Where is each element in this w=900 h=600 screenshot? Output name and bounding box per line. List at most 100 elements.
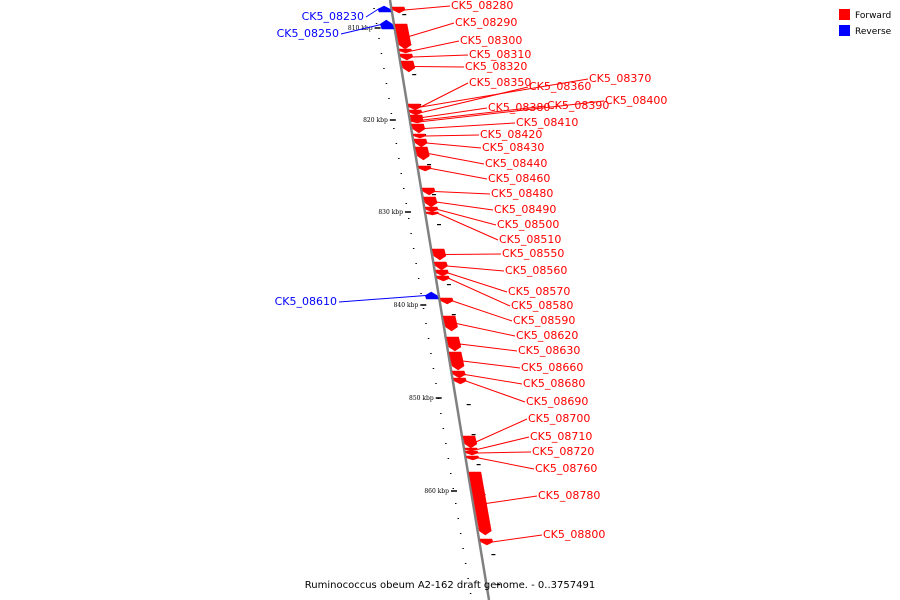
gene-label[interactable]: CK5_08380 (488, 101, 550, 114)
gene-label[interactable]: CK5_08550 (502, 247, 564, 260)
gene-label[interactable]: CK5_08700 (528, 412, 590, 425)
gene-feature[interactable] (448, 351, 465, 371)
gene-feature[interactable] (465, 450, 479, 456)
label-leader (338, 295, 426, 303)
gene-feature[interactable] (410, 119, 424, 124)
gene-feature[interactable] (465, 455, 480, 461)
gene-feature[interactable] (398, 48, 413, 54)
gene-feature[interactable] (433, 261, 448, 271)
minor-tick-mark (491, 554, 496, 556)
gene-label[interactable]: CK5_08350 (469, 76, 531, 89)
gene-feature[interactable] (423, 196, 438, 208)
gene-feature[interactable] (424, 206, 439, 213)
gene-label[interactable]: CK5_08800 (543, 528, 605, 541)
minor-tick-mark (400, 173, 402, 174)
minor-tick-mark (405, 203, 407, 204)
gene-feature[interactable] (479, 538, 494, 546)
gene-feature[interactable] (399, 53, 414, 61)
gene-label[interactable]: CK5_08570 (508, 285, 570, 298)
gene-label[interactable]: CK5_08510 (499, 233, 561, 246)
gene-feature[interactable] (391, 6, 406, 14)
gene-label[interactable]: CK5_08780 (538, 489, 600, 502)
gene-label[interactable]: CK5_08280 (451, 0, 513, 12)
gene-label[interactable]: CK5_08310 (469, 48, 531, 61)
gene-feature[interactable] (408, 105, 422, 109)
label-leader (465, 380, 526, 403)
label-leader (448, 278, 511, 307)
minor-tick-mark (427, 164, 432, 166)
minor-tick-mark (430, 353, 432, 354)
gene-label[interactable]: CK5_08410 (516, 116, 578, 129)
minor-tick-mark (403, 188, 405, 189)
gene-feature[interactable] (464, 447, 478, 452)
label-leader (446, 265, 505, 272)
gene-label[interactable]: CK5_08720 (532, 445, 594, 458)
gene-label[interactable]: CK5_08500 (497, 218, 559, 231)
gene-feature[interactable] (462, 435, 478, 449)
legend-reverse-swatch (839, 25, 850, 36)
gene-label[interactable]: CK5_08430 (482, 141, 544, 154)
gene-label[interactable]: CK5_08440 (485, 157, 547, 170)
gene-feature[interactable] (446, 336, 462, 352)
gene-feature[interactable] (436, 275, 450, 282)
label-leader (444, 253, 502, 255)
gene-feature[interactable] (414, 146, 430, 161)
gene-label[interactable]: CK5_08370 (589, 72, 651, 85)
minor-tick-mark (455, 503, 457, 504)
gene-label[interactable]: CK5_08390 (547, 99, 609, 112)
minor-tick-mark (383, 68, 385, 69)
gene-feature[interactable] (424, 291, 439, 300)
gene-feature[interactable] (421, 187, 436, 196)
gene-label[interactable]: CK5_08710 (530, 430, 592, 443)
gene-label[interactable]: CK5_08400 (605, 94, 667, 107)
gene-feature[interactable] (400, 60, 416, 73)
gene-label[interactable]: CK5_08420 (480, 128, 542, 141)
label-leader (422, 105, 547, 121)
gene-feature[interactable] (431, 248, 447, 261)
gene-label[interactable]: CK5_08680 (523, 377, 585, 390)
label-leader (447, 272, 508, 293)
gene-label[interactable]: CK5_08580 (511, 299, 573, 312)
label-leader (422, 100, 605, 122)
label-leader (436, 201, 494, 211)
gene-feature[interactable] (380, 19, 395, 30)
gene-label[interactable]: CK5_08590 (513, 314, 575, 327)
gene-label[interactable]: CK5_08760 (535, 462, 597, 475)
gene-feature[interactable] (394, 23, 412, 50)
gene-label[interactable]: CK5_08660 (521, 361, 583, 374)
gene-label[interactable]: CK5_08620 (516, 329, 578, 342)
gene-feature[interactable] (411, 123, 426, 134)
gene-label[interactable]: CK5_08490 (494, 203, 556, 216)
genome-backbone (388, 0, 491, 600)
gene-label[interactable]: CK5_08300 (460, 34, 522, 47)
gene-feature[interactable] (412, 133, 427, 139)
gene-label[interactable]: CK5_08560 (505, 264, 567, 277)
gene-feature[interactable] (413, 138, 428, 148)
gene-feature[interactable] (453, 377, 467, 385)
minor-tick-mark (385, 83, 388, 84)
gene-label[interactable]: CK5_08360 (529, 80, 591, 93)
gene-feature[interactable] (408, 109, 423, 116)
gene-label[interactable]: CK5_08460 (488, 172, 550, 185)
legend-forward-label: Forward (855, 11, 891, 21)
gene-label[interactable]: CK5_08630 (518, 344, 580, 357)
label-leader (340, 24, 382, 35)
gene-labels: CK5_08230 CK5_08250 CK5_08280 CK5_08290 CK5_… (275, 0, 668, 541)
gene-feature[interactable] (418, 165, 432, 172)
gene-feature[interactable] (435, 269, 449, 277)
gene-label[interactable]: CK5_08480 (491, 187, 553, 200)
gene-label[interactable]: CK5_08230 (302, 10, 364, 23)
gene-feature[interactable] (425, 211, 439, 216)
gene-feature[interactable] (442, 315, 458, 332)
gene-label[interactable]: CK5_08250 (277, 27, 339, 40)
minor-tick-mark (471, 434, 476, 436)
gene-feature[interactable] (451, 370, 466, 379)
gene-label[interactable]: CK5_08290 (455, 16, 517, 29)
gene-feature[interactable] (377, 5, 392, 13)
gene-label[interactable]: CK5_08320 (465, 60, 527, 73)
tick-label: 820 kbp (363, 117, 388, 124)
gene-feature[interactable] (468, 471, 492, 536)
gene-feature[interactable] (439, 297, 454, 305)
gene-label[interactable]: CK5_08610 (275, 295, 337, 308)
gene-label[interactable]: CK5_08690 (526, 395, 588, 408)
